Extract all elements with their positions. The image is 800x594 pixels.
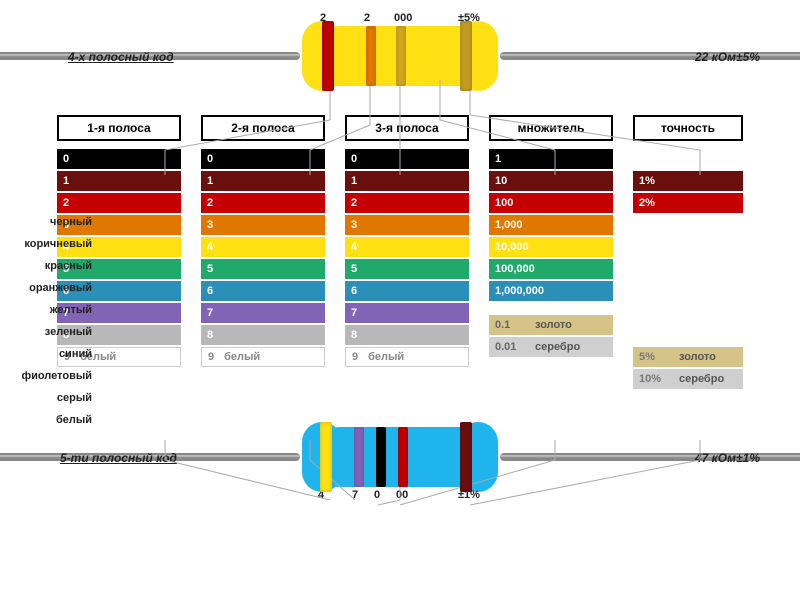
- tolerance-extra-row: 5%золото: [633, 347, 743, 367]
- columns-section: 1-я полоса 0123456789белый 2-я полоса 01…: [0, 105, 800, 391]
- multiplier-extra-row: 0.01серебро: [489, 337, 613, 357]
- digit-row-black: 0: [345, 149, 469, 169]
- digit-row-red: 2: [57, 193, 181, 213]
- digit-row-blue: 6: [345, 281, 469, 301]
- digit-row-red: 2: [201, 193, 325, 213]
- multiplier-row: 10,000: [489, 237, 613, 257]
- col-band2: 2-я полоса 0123456789белый: [201, 115, 325, 391]
- top-value-label: 22 кОм±5%: [695, 50, 760, 64]
- digit-row-red: 2: [345, 193, 469, 213]
- band: [320, 422, 332, 492]
- multiplier-row: 100,000: [489, 259, 613, 279]
- color-name: черный: [10, 211, 92, 233]
- bot-code-label: 5-ти полосный код: [60, 451, 177, 465]
- multiplier-row: 100: [489, 193, 613, 213]
- col-band3: 3-я полоса 0123456789белый: [345, 115, 469, 391]
- resistor-4band: 4-х полосный код 22 кОм±5% 22000±5%: [0, 10, 800, 100]
- color-name: зеленый: [10, 321, 92, 343]
- bot-value-label: 47 кОм±1%: [695, 451, 760, 465]
- header-band3: 3-я полоса: [345, 115, 469, 141]
- digit-row-green: 5: [201, 259, 325, 279]
- digit-row-white: 9белый: [345, 347, 469, 367]
- digit-row-green: 5: [345, 259, 469, 279]
- digit-row-white: 9белый: [201, 347, 325, 367]
- color-name: синий: [10, 343, 92, 365]
- digit-row-brown: 1: [201, 171, 325, 191]
- digit-row-orange: 3: [345, 215, 469, 235]
- band-value: 2: [364, 12, 370, 24]
- digit-row-black: 0: [57, 149, 181, 169]
- digit-row-blue: 6: [201, 281, 325, 301]
- band-value: 7: [352, 489, 358, 501]
- digit-row-violet: 7: [345, 303, 469, 323]
- digit-list-2: 0123456789белый: [201, 149, 325, 367]
- band: [354, 427, 364, 487]
- header-tolerance: точность: [633, 115, 743, 141]
- band-value: 000: [394, 12, 412, 24]
- band-value: 0: [374, 489, 380, 501]
- band: [460, 21, 472, 91]
- digit-row-brown: 1: [345, 171, 469, 191]
- band: [376, 427, 386, 487]
- header-multiplier: множитель: [489, 115, 613, 141]
- color-name: фиолетовый: [10, 365, 92, 387]
- color-name: оранжевый: [10, 277, 92, 299]
- col-tolerance: точность 1%2% 5%золото10%серебро: [633, 115, 743, 391]
- multiplier-row: 1,000: [489, 215, 613, 235]
- top-code-label: 4-х полосный код: [68, 50, 174, 64]
- resistor-body-top: [310, 26, 490, 86]
- band: [322, 21, 334, 91]
- digit-list-3: 0123456789белый: [345, 149, 469, 367]
- tolerance-row: 1%: [633, 171, 743, 191]
- digit-row-grey: 8: [201, 325, 325, 345]
- header-band1: 1-я полоса: [57, 115, 181, 141]
- header-band2: 2-я полоса: [201, 115, 325, 141]
- color-name: коричневый: [10, 233, 92, 255]
- digit-row-yellow: 4: [345, 237, 469, 257]
- multiplier-row: 1,000,000: [489, 281, 613, 301]
- col-multiplier: множитель 1101001,00010,000100,0001,000,…: [489, 115, 613, 391]
- resistor-5band: 5-ти полосный код 47 кОм±1% 47000±1%: [0, 411, 800, 501]
- tolerance-extra-list: 5%золото10%серебро: [633, 347, 743, 389]
- digit-row-violet: 7: [201, 303, 325, 323]
- multiplier-row: 1: [489, 149, 613, 169]
- band: [366, 26, 376, 86]
- band: [396, 26, 406, 86]
- band-value: 00: [396, 489, 408, 501]
- color-name-labels: черныйкоричневыйкрасныйоранжевыйжелтыйзе…: [10, 211, 92, 431]
- multiplier-list: 1101001,00010,000100,0001,000,000: [489, 149, 613, 301]
- band: [460, 422, 472, 492]
- tolerance-list: 1%2%: [633, 171, 743, 213]
- digit-row-black: 0: [201, 149, 325, 169]
- color-name: желтый: [10, 299, 92, 321]
- color-name: серый: [10, 387, 92, 409]
- multiplier-row: 10: [489, 171, 613, 191]
- multiplier-extra-list: 0.1золото0.01серебро: [489, 315, 613, 357]
- digit-row-grey: 8: [345, 325, 469, 345]
- digit-row-yellow: 4: [201, 237, 325, 257]
- band: [398, 427, 408, 487]
- tolerance-extra-row: 10%серебро: [633, 369, 743, 389]
- resistor-body-bottom: [310, 427, 490, 487]
- digit-row-brown: 1: [57, 171, 181, 191]
- color-name: красный: [10, 255, 92, 277]
- digit-row-orange: 3: [201, 215, 325, 235]
- tolerance-row: 2%: [633, 193, 743, 213]
- multiplier-extra-row: 0.1золото: [489, 315, 613, 335]
